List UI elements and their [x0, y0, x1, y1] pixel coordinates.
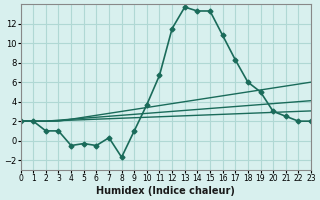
X-axis label: Humidex (Indice chaleur): Humidex (Indice chaleur): [96, 186, 235, 196]
